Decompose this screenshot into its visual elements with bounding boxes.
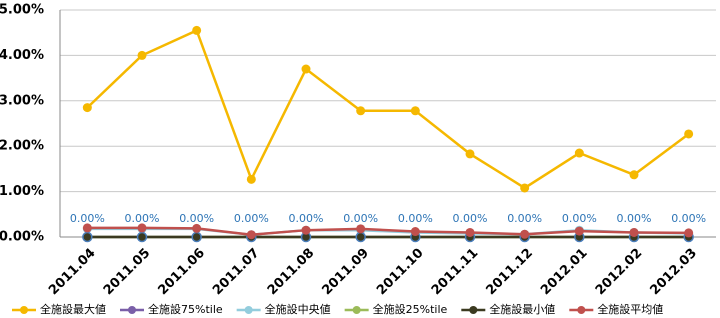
data-label: 0.00% bbox=[671, 212, 706, 225]
legend-label: 全施設最大値 bbox=[40, 302, 106, 316]
x-tick-label: 2011.06 bbox=[155, 246, 207, 298]
point bbox=[410, 106, 420, 116]
point bbox=[136, 231, 148, 243]
x-tick-label: 2011.08 bbox=[265, 246, 317, 298]
point bbox=[191, 231, 202, 243]
x-tick-label: 2011.11 bbox=[429, 246, 481, 298]
point bbox=[137, 223, 147, 233]
legend-label: 全施設最小値 bbox=[489, 302, 555, 316]
y-tick-label: 1.00% bbox=[0, 184, 44, 199]
point bbox=[137, 50, 147, 60]
x-tick-label: 2011.07 bbox=[210, 246, 262, 298]
data-label: 0.00% bbox=[70, 212, 105, 225]
point bbox=[574, 148, 584, 158]
data-label: 0.00% bbox=[562, 212, 597, 225]
data-label: 0.00% bbox=[179, 212, 214, 225]
point bbox=[355, 231, 366, 243]
point bbox=[410, 227, 420, 237]
point bbox=[82, 103, 92, 113]
x-tick-label: 2011.09 bbox=[319, 246, 371, 298]
point bbox=[520, 229, 530, 239]
point bbox=[629, 227, 639, 237]
data-label: 0.00% bbox=[234, 212, 269, 225]
point bbox=[301, 64, 311, 74]
legend-marker bbox=[577, 306, 586, 314]
point bbox=[684, 129, 694, 139]
x-tick-label: 2012.01 bbox=[538, 246, 590, 298]
point bbox=[465, 227, 475, 237]
x-tick-label: 2011.04 bbox=[46, 246, 98, 298]
point bbox=[82, 231, 93, 243]
y-tick-label: 5.00% bbox=[0, 3, 44, 18]
point bbox=[356, 224, 366, 234]
legend-label: 全施設中央値 bbox=[265, 302, 331, 316]
legend-label: 全施設75%tile bbox=[148, 302, 223, 316]
x-tick-label: 2011.10 bbox=[374, 246, 426, 298]
point bbox=[629, 170, 639, 180]
x-tick-label: 2012.02 bbox=[593, 246, 645, 298]
point bbox=[192, 223, 202, 233]
data-label: 0.00% bbox=[289, 212, 324, 225]
legend-marker bbox=[469, 306, 478, 314]
point bbox=[356, 106, 366, 116]
data-label: 0.00% bbox=[343, 212, 378, 225]
data-label: 0.00% bbox=[617, 212, 652, 225]
point bbox=[82, 223, 92, 233]
series-line bbox=[86, 28, 690, 190]
legend-label: 全施設25%tile bbox=[373, 302, 448, 316]
legend-marker bbox=[244, 306, 253, 314]
data-label: 0.00% bbox=[398, 212, 433, 225]
legend-label: 全施設平均値 bbox=[597, 302, 663, 316]
point bbox=[246, 174, 256, 184]
data-label: 0.00% bbox=[125, 212, 160, 225]
point bbox=[246, 230, 256, 240]
data-label: 0.00% bbox=[507, 212, 542, 225]
legend-marker bbox=[352, 306, 361, 314]
point bbox=[301, 225, 311, 235]
x-tick-label: 2011.05 bbox=[101, 246, 153, 298]
x-tick-label: 2011.12 bbox=[483, 246, 535, 298]
point bbox=[192, 25, 202, 35]
point bbox=[465, 149, 475, 159]
point bbox=[684, 228, 694, 238]
point bbox=[574, 226, 584, 236]
legend-marker bbox=[20, 306, 28, 314]
x-tick-label: 2012.03 bbox=[647, 246, 699, 298]
point bbox=[520, 183, 530, 193]
y-tick-label: 2.00% bbox=[0, 139, 44, 154]
series-line bbox=[87, 226, 689, 236]
data-label: 0.00% bbox=[453, 212, 488, 225]
y-tick-label: 0.00% bbox=[0, 230, 44, 245]
y-tick-label: 4.00% bbox=[0, 48, 44, 63]
y-tick-label: 3.00% bbox=[0, 93, 44, 108]
legend-marker bbox=[128, 306, 136, 314]
